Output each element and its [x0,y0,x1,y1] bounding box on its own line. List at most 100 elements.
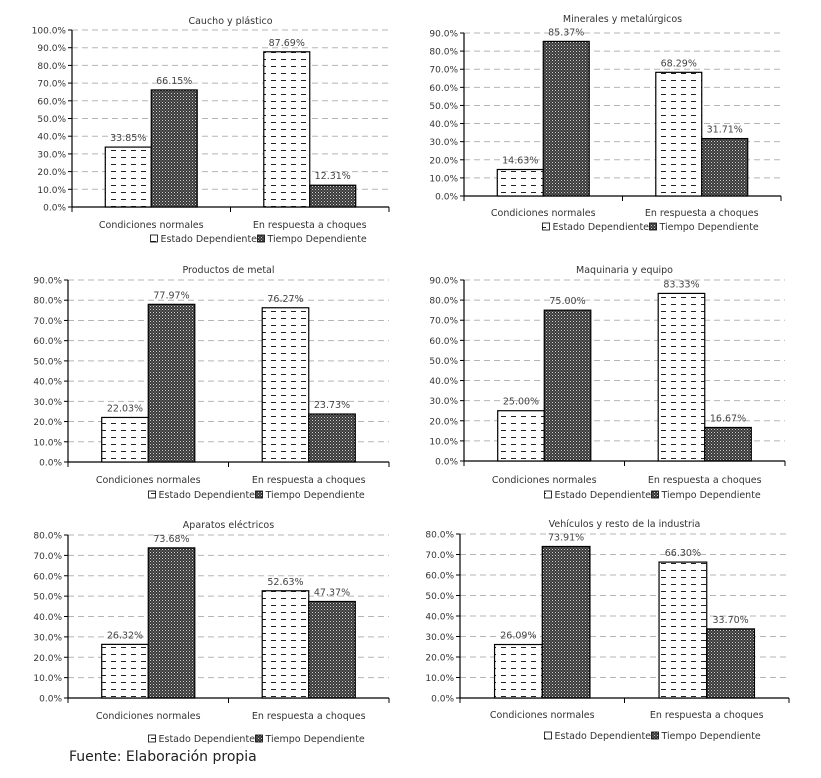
bar-estado-dependiente [497,410,545,462]
bar-tiempo-dependiente [308,413,356,463]
bar-estado-dependiente [263,51,311,208]
bar-tiempo-dependiente [150,89,198,208]
y-tick-label: 80.0% [429,297,458,307]
bar-tiempo-dependiente [542,40,590,197]
y-tick-label: 0.0% [431,695,454,705]
legend: Estado Dependiente Tiempo Dependiente [148,490,365,501]
chart-panel: Minerales y metalúrgicos 0.0% 10.0% 20.0% 30… [429,14,782,233]
data-label: 87.69% [269,38,305,49]
chart-title: Maquinaria y equipo [576,265,673,276]
y-tick-label: 30.0% [429,397,458,407]
data-label: 26.32% [107,630,143,641]
legend-label-tiempo: Tiempo Dependiente [661,731,761,742]
data-label: 25.00% [503,397,539,408]
y-tick-label: 50.0% [33,357,62,367]
bar-tiempo-dependiente [701,137,749,197]
data-label: 76.27% [267,294,303,305]
y-tick-label: 40.0% [33,378,62,388]
chart-title: Minerales y metalúrgicos [563,14,682,25]
source-note: Fuente: Elaboración propia [69,749,257,765]
data-label: 75.00% [549,296,585,307]
y-tick-label: 20.0% [33,654,62,664]
data-label: 73.68% [153,534,189,545]
y-tick-label: 40.0% [425,613,454,623]
chart-panel: Maquinaria y equipo 0.0% 10.0% 20.0% 30.0% 40… [429,265,786,501]
y-tick-label: 0.0% [43,204,66,214]
bar-estado-dependiente [101,643,149,699]
y-tick-label: 90.0% [429,30,458,40]
y-tick-label: 80.0% [425,531,454,541]
data-label: 31.71% [707,125,743,136]
y-tick-label: 90.0% [429,277,458,287]
data-label: 33.70% [712,615,748,626]
y-tick-label: 20.0% [37,168,66,178]
x-category-label: En respuesta a choques [645,208,759,219]
y-tick-label: 30.0% [429,138,458,148]
y-tick-label: 80.0% [37,62,66,72]
y-tick-label: 80.0% [33,297,62,307]
x-category-label: En respuesta a choques [252,475,366,486]
y-tick-label: 10.0% [37,186,66,196]
y-tick-label: 10.0% [425,674,454,684]
legend-swatch-estado [544,490,552,499]
y-tick-label: 40.0% [33,613,62,623]
bar-tiempo-dependiente [309,184,357,208]
legend-label-tiempo: Tiempo Dependiente [265,490,365,501]
chart-panel: Caucho y plástico 0.0% 10.0% 20.0% 30.0% 40.0… [32,16,390,245]
legend: Estado Dependiente Tiempo Dependiente [148,734,365,745]
legend-swatch-tiempo [649,222,657,231]
legend-swatch-estado [542,222,550,231]
legend: Estado Dependiente Tiempo Dependiente [544,731,761,742]
legend-label-estado: Estado Dependiente [553,222,650,233]
bar-estado-dependiente [493,643,543,699]
y-tick-label: 50.0% [429,102,458,112]
legend-swatch-estado [544,731,552,740]
bar-estado-dependiente [104,146,152,208]
chart-panel: Vehículos y resto de la industria 0.0% 10.… [425,519,790,742]
data-label: 26.09% [500,631,536,642]
chart-title: Caucho y plástico [188,16,272,27]
y-tick-label: 60.0% [429,84,458,94]
data-label: 12.31% [315,171,351,182]
data-label: 23.73% [314,400,350,411]
x-category-label: Condiciones normales [491,208,596,219]
y-tick-label: 60.0% [429,337,458,347]
legend-swatch-tiempo [255,734,263,743]
bar-tiempo-dependiente [541,545,591,699]
y-tick-label: 40.0% [37,133,66,143]
data-label: 33.85% [110,133,146,144]
legend: Estado Dependiente Tiempo Dependiente [544,490,761,501]
bar-tiempo-dependiente [308,600,356,699]
bar-estado-dependiente [101,416,149,463]
legend: Estado Dependiente Tiempo Dependiente [542,222,759,233]
y-tick-label: 20.0% [425,654,454,664]
bar-estado-dependiente [496,168,544,197]
x-category-label: En respuesta a choques [650,710,764,721]
y-tick-label: 70.0% [33,552,62,562]
y-tick-label: 60.0% [33,337,62,347]
chart-title: Vehículos y resto de la industria [549,519,701,530]
chart-panel: Aparatos eléctricos 0.0% 10.0% 20.0% 30.0% 40… [33,520,390,745]
x-category-label: Condiciones normales [99,220,204,231]
y-tick-label: 30.0% [33,398,62,408]
data-label: 83.33% [663,279,699,290]
data-label: 47.37% [314,587,350,598]
y-tick-label: 20.0% [429,417,458,427]
data-label: 85.37% [548,27,584,38]
legend-label-estado: Estado Dependiente [161,234,258,245]
y-tick-label: 0.0% [39,459,62,469]
legend-swatch-estado [148,490,156,499]
y-tick-label: 10.0% [429,174,458,184]
y-tick-label: 10.0% [33,438,62,448]
bar-estado-dependiente [261,307,310,463]
bar-tiempo-dependiente [147,303,196,463]
bar-estado-dependiente [655,71,703,197]
y-tick-label: 100.0% [32,27,67,37]
y-tick-label: 70.0% [429,317,458,327]
y-tick-label: 30.0% [33,633,62,643]
data-label: 16.67% [710,413,746,424]
bar-tiempo-dependiente [706,628,756,699]
y-tick-label: 0.0% [435,193,458,203]
legend-label-estado: Estado Dependiente [555,731,652,742]
